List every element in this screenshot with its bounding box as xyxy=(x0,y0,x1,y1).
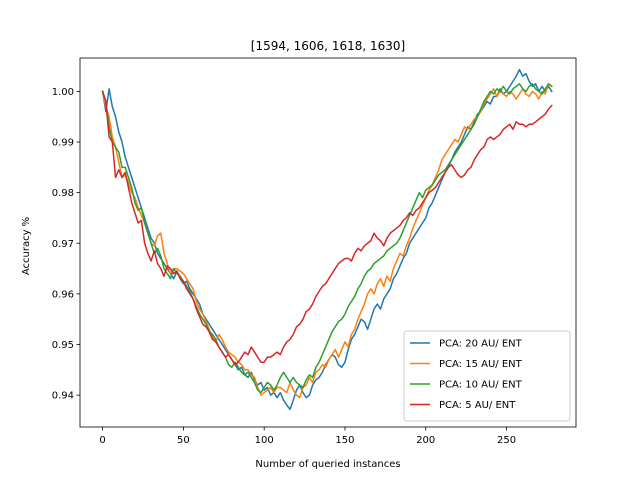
legend-label-4: PCA: 5 AU/ ENT xyxy=(439,400,516,411)
y-tick-label: 0.95 xyxy=(52,340,74,351)
series-line-4 xyxy=(101,90,553,366)
y-tick-label: 0.98 xyxy=(52,188,74,199)
x-tick-label: 50 xyxy=(177,435,190,446)
x-tick-label: 0 xyxy=(99,435,105,446)
y-tick-label: 0.96 xyxy=(52,289,74,300)
y-tick-label: 0.97 xyxy=(52,239,74,250)
x-axis-label: Number of queried instances xyxy=(255,459,400,470)
y-tick-label: 0.94 xyxy=(52,391,74,402)
y-tick-label: 0.99 xyxy=(52,138,74,149)
y-tick-label: 1.00 xyxy=(52,87,74,98)
plot-area: 0 50 100 150 200 250 0.94 0.95 0.96 0.97 0.98 0.99 1… xyxy=(52,57,577,446)
chart-title: [1594, 1606, 1618, 1630] xyxy=(251,39,405,53)
x-tick-label: 150 xyxy=(335,435,354,446)
x-tick-label: 200 xyxy=(416,435,435,446)
legend-label-3: PCA: 10 AU/ ENT xyxy=(439,380,523,391)
x-tick-label: 250 xyxy=(497,435,516,446)
y-axis-label: Accuracy % xyxy=(21,217,32,275)
legend: PCA: 20 AU/ ENT PCA: 15 AU/ ENT PCA: 10 AU… xyxy=(403,330,571,422)
legend-box xyxy=(403,330,571,422)
x-tick-label: 100 xyxy=(255,435,274,446)
axes-frame xyxy=(79,57,577,428)
legend-label-2: PCA: 15 AU/ ENT xyxy=(439,359,523,370)
legend-label-1: PCA: 20 AU/ ENT xyxy=(439,339,523,350)
